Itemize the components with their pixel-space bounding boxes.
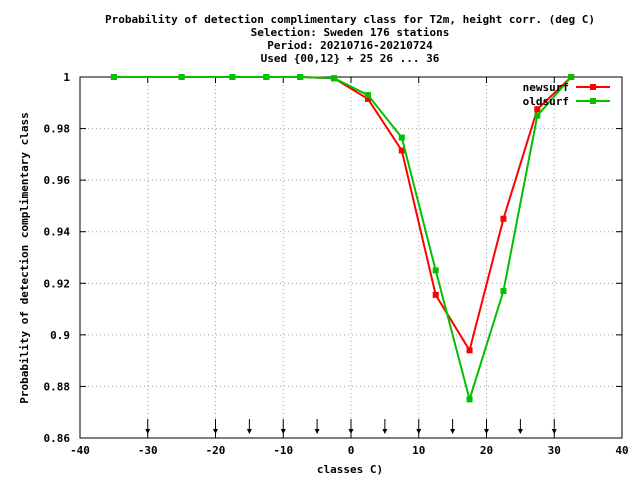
newsurf-point	[534, 106, 541, 113]
y-tick-label: 1	[63, 71, 70, 84]
class-marker-arrow	[450, 419, 456, 434]
oldsurf-point	[178, 74, 185, 80]
y-tick-label: 0.98	[44, 123, 71, 136]
legend-marker-newsurf	[590, 84, 596, 90]
y-tick-label: 0.92	[44, 277, 71, 290]
series-layer	[110, 74, 575, 403]
class-marker-head	[314, 429, 320, 434]
x-tick-label: -30	[138, 444, 158, 457]
grid-lines	[80, 77, 622, 438]
oldsurf-point	[534, 112, 541, 119]
y-tick-label: 0.9	[50, 329, 70, 342]
class-marker-head	[551, 429, 557, 434]
legend-label-oldsurf: oldsurf	[523, 95, 569, 108]
title-line-1: Probability of detection complimentary c…	[105, 13, 595, 26]
oldsurf-point	[398, 134, 405, 141]
class-markers	[145, 419, 557, 434]
title-line-4: Used {00,12} + 25 26 ... 36	[261, 52, 440, 65]
class-marker-arrow	[280, 419, 286, 434]
x-tick-label: -40	[70, 444, 90, 457]
y-tick-label: 0.96	[44, 174, 71, 187]
series-oldsurf	[110, 74, 575, 403]
oldsurf-point	[568, 74, 575, 80]
legend-marker-oldsurf	[590, 98, 596, 104]
x-tick-label: 30	[548, 444, 561, 457]
class-marker-arrow	[348, 419, 354, 434]
class-marker-head	[145, 429, 151, 434]
oldsurf-point	[331, 75, 338, 82]
class-marker-head	[280, 429, 286, 434]
oldsurf-point	[263, 74, 270, 80]
class-marker-head	[450, 429, 456, 434]
oldsurf-point	[297, 74, 304, 80]
oldsurf-point	[500, 288, 507, 295]
class-marker-arrow	[145, 419, 151, 434]
y-axis-label: Probability of detection complimentary c…	[18, 112, 31, 403]
x-tick-label: 20	[480, 444, 493, 457]
class-marker-arrow	[213, 419, 218, 434]
class-marker-head	[382, 429, 388, 434]
series-newsurf	[110, 74, 575, 354]
x-tick-label: -20	[206, 444, 226, 457]
oldsurf-point	[432, 267, 439, 274]
x-tick-labels: -40 -30 -20 -10 0 10 20 30 40	[70, 444, 629, 457]
class-marker-head	[246, 429, 252, 434]
y-tick-label: 0.94	[44, 226, 71, 239]
x-tick-label: -10	[273, 444, 293, 457]
title-line-2: Selection: Sweden 176 stations	[251, 26, 450, 39]
title-line-3: Period: 20210716-20210724	[267, 39, 433, 52]
newsurf-point	[432, 291, 439, 298]
oldsurf-point	[229, 74, 236, 80]
x-tick-label: 10	[412, 444, 425, 457]
newsurf-point	[364, 95, 371, 102]
oldsurf-point	[466, 396, 473, 403]
class-marker-head	[416, 429, 422, 434]
legend-label-newsurf: newsurf	[523, 81, 569, 94]
oldsurf-line	[113, 76, 572, 403]
class-marker-arrow	[484, 419, 489, 434]
class-marker-arrow	[517, 419, 523, 434]
chart-title: Probability of detection complimentary c…	[105, 13, 595, 65]
class-marker-arrow	[551, 419, 557, 434]
class-marker-head	[348, 429, 354, 434]
class-marker-arrow	[246, 419, 252, 434]
x-tick-label: 40	[615, 444, 628, 457]
class-marker-head	[213, 429, 218, 434]
x-axis-label: classes C)	[317, 463, 383, 476]
class-marker-head	[484, 429, 489, 434]
newsurf-point	[398, 147, 405, 154]
class-marker-head	[517, 429, 523, 434]
class-marker-arrow	[416, 419, 422, 434]
y-tick-label: 0.86	[44, 432, 71, 445]
newsurf-point	[466, 347, 473, 354]
newsurf-point	[500, 215, 507, 222]
oldsurf-point	[110, 74, 117, 80]
newsurf-line	[113, 76, 572, 353]
class-marker-arrow	[314, 419, 320, 434]
y-tick-labels: 0.86 0.88 0.9 0.92 0.94 0.96 0.98 1	[44, 71, 71, 445]
y-tick-label: 0.88	[44, 380, 71, 393]
x-tick-label: 0	[348, 444, 355, 457]
class-marker-arrow	[382, 419, 388, 434]
oldsurf-point	[364, 92, 371, 99]
